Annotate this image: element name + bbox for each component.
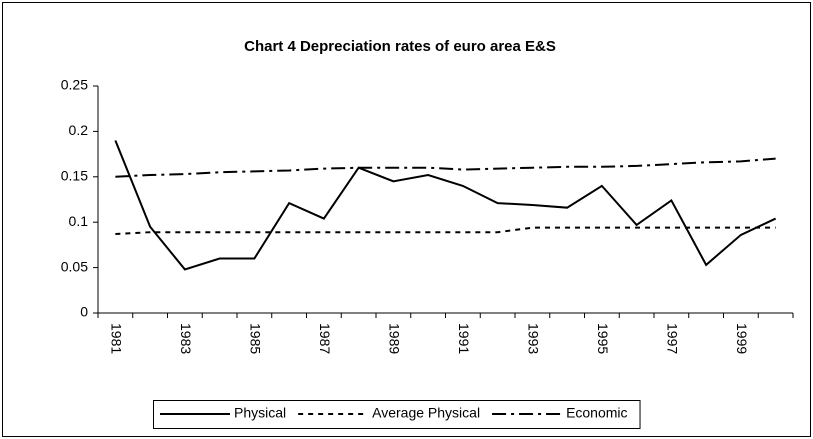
x-tick-label: 1993 bbox=[526, 323, 542, 354]
chart-title: Chart 4 Depreciation rates of euro area … bbox=[244, 38, 556, 55]
x-tick-label: 1999 bbox=[734, 323, 750, 354]
y-tick-label: 0.1 bbox=[69, 213, 89, 229]
legend-label: Physical bbox=[234, 405, 286, 421]
y-tick-label: 0 bbox=[80, 304, 88, 320]
legend-label: Average Physical bbox=[372, 405, 480, 421]
x-tick-label: 1997 bbox=[665, 323, 681, 354]
series-line bbox=[114, 140, 777, 271]
y-tick-label: 0.2 bbox=[69, 122, 89, 138]
legend: Physical Average Physical Economic bbox=[153, 400, 641, 429]
x-tick-label: 1981 bbox=[109, 323, 125, 354]
x-tick-label: 1983 bbox=[178, 323, 194, 354]
y-tick-label: 0.25 bbox=[61, 77, 88, 93]
x-tick-label: 1991 bbox=[456, 323, 472, 354]
x-tick-label: 1987 bbox=[317, 323, 333, 354]
y-tick-label: 0.15 bbox=[61, 168, 88, 184]
series-line bbox=[115, 157, 776, 178]
series-line bbox=[115, 226, 776, 236]
x-tick-label: 1995 bbox=[595, 323, 611, 354]
legend-label: Economic bbox=[566, 405, 627, 421]
x-tick-label: 1985 bbox=[248, 323, 264, 354]
x-tick-label: 1989 bbox=[387, 323, 403, 354]
y-tick-label: 0.05 bbox=[61, 258, 88, 274]
